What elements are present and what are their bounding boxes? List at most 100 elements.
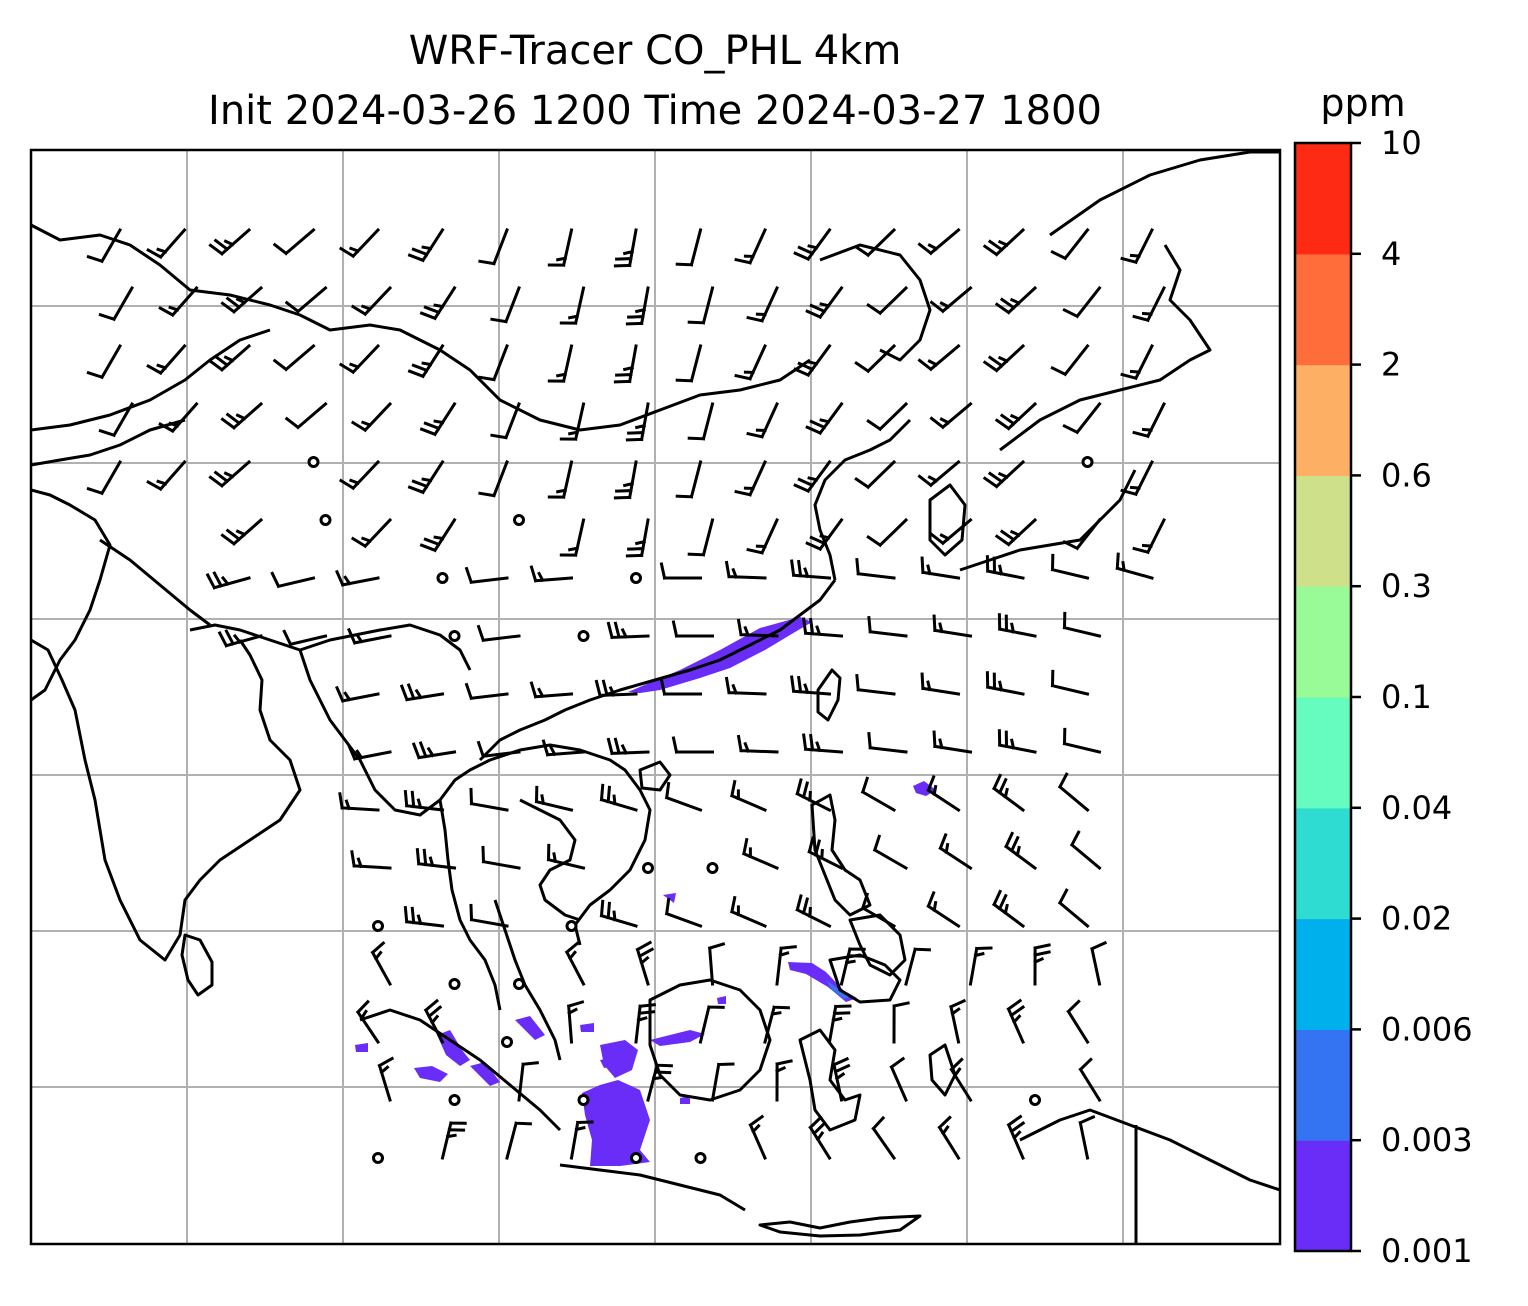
plume-sumatra-c bbox=[470, 1062, 500, 1086]
wind-barb bbox=[559, 402, 586, 441]
wind-barb bbox=[872, 834, 909, 871]
wind-barb bbox=[675, 344, 703, 383]
wind-barb bbox=[481, 845, 521, 870]
wind-barb bbox=[775, 1059, 793, 1102]
wind-barb bbox=[917, 227, 961, 256]
wind-barb bbox=[736, 618, 779, 638]
wind-barb bbox=[807, 836, 844, 871]
wind-barb bbox=[994, 285, 1038, 315]
plume-speck-5 bbox=[580, 1023, 594, 1032]
coastline-india-west bbox=[31, 638, 302, 962]
wind-barb bbox=[217, 629, 263, 648]
colorbar-tick-label: 0.003 bbox=[1381, 1121, 1473, 1159]
colorbar-tick-label: 0.006 bbox=[1381, 1010, 1473, 1048]
wind-barb bbox=[827, 1004, 852, 1044]
colorbar-box bbox=[1295, 807, 1351, 920]
wind-barb bbox=[415, 847, 457, 870]
wind-barb bbox=[208, 227, 252, 256]
wind-barb bbox=[746, 286, 779, 323]
wind-barb bbox=[98, 401, 135, 438]
wind-barb bbox=[335, 569, 380, 587]
wind-barb bbox=[729, 895, 767, 928]
wind-barb bbox=[982, 227, 1026, 257]
wind-barb bbox=[146, 459, 187, 492]
colorbar-box bbox=[1295, 364, 1351, 476]
wind-barb bbox=[1050, 343, 1090, 377]
wind-barb bbox=[529, 681, 574, 699]
wind-barb bbox=[464, 682, 509, 701]
colorbar-box bbox=[1295, 586, 1351, 698]
plume-speck-1 bbox=[717, 996, 726, 1004]
colorbar-box bbox=[1295, 918, 1351, 1030]
wind-barb bbox=[86, 227, 123, 264]
wind-barb bbox=[802, 733, 844, 754]
wind-barb bbox=[464, 566, 509, 585]
wind-barb bbox=[541, 739, 586, 757]
coastline-sakhalin-kamchatka bbox=[1049, 150, 1280, 237]
wind-barb bbox=[805, 401, 844, 436]
wind-barb bbox=[855, 673, 896, 696]
wind-barb bbox=[734, 344, 767, 381]
colorbar-tick-label: 4 bbox=[1381, 235, 1401, 273]
wind-barb bbox=[282, 629, 328, 647]
coastline-japan bbox=[999, 244, 1212, 452]
coastline-hainan bbox=[638, 760, 672, 792]
colorbar-box bbox=[1295, 253, 1351, 366]
coastline-java bbox=[559, 1163, 746, 1212]
coastline-sumatra bbox=[359, 1008, 562, 1132]
wind-barb bbox=[478, 460, 509, 498]
wind-barb bbox=[1050, 227, 1090, 261]
wind-barb bbox=[272, 227, 316, 256]
wind-barb bbox=[625, 518, 650, 558]
wind-barb bbox=[86, 343, 123, 380]
calm-wind-circle bbox=[448, 1094, 461, 1106]
wind-barb bbox=[419, 401, 457, 437]
wind-barb bbox=[476, 624, 521, 643]
wind-barb bbox=[917, 459, 961, 488]
wind-barb bbox=[889, 1056, 908, 1102]
wind-barb bbox=[871, 1115, 897, 1161]
calm-wind-circle bbox=[706, 862, 719, 874]
coastline-gulf-thailand bbox=[519, 798, 581, 922]
wind-barb bbox=[440, 1121, 467, 1160]
wind-barb bbox=[355, 999, 381, 1045]
coastline-bohai bbox=[819, 243, 932, 362]
wind-barb bbox=[724, 676, 767, 696]
calm-wind-circle bbox=[642, 862, 654, 874]
wind-barb bbox=[982, 459, 1026, 489]
wind-barb bbox=[932, 614, 973, 638]
wind-barb bbox=[370, 940, 393, 987]
coastline-burma bbox=[438, 799, 502, 1011]
wind-barb bbox=[505, 1121, 532, 1160]
calm-wind-circle bbox=[372, 1152, 384, 1164]
wind-barb bbox=[687, 286, 715, 325]
wind-barb bbox=[594, 679, 638, 698]
wind-barb bbox=[860, 776, 897, 813]
wind-barb bbox=[808, 1115, 832, 1161]
wind-barb bbox=[904, 947, 931, 986]
wind-barb bbox=[892, 1001, 910, 1044]
wind-barb bbox=[419, 517, 457, 553]
colorbar-box bbox=[1295, 697, 1351, 809]
wind-barb bbox=[566, 1000, 585, 1044]
wind-barb bbox=[1050, 553, 1090, 580]
wind-barb bbox=[982, 343, 1026, 373]
calm-wind-circle bbox=[694, 1152, 707, 1164]
wind-barb bbox=[564, 940, 586, 987]
wind-barb bbox=[790, 675, 832, 696]
calm-wind-circle bbox=[565, 920, 578, 932]
wind-barb bbox=[158, 401, 199, 434]
wind-barb bbox=[949, 1057, 973, 1103]
colorbar-frame bbox=[1293, 141, 1353, 1253]
wind-barb bbox=[920, 672, 961, 696]
border-china-north bbox=[31, 328, 271, 432]
wind-barb bbox=[1069, 830, 1102, 871]
colorbar-boxes bbox=[1295, 143, 1351, 1252]
wind-barb bbox=[675, 228, 703, 267]
plume-borneo-sw bbox=[600, 1058, 616, 1068]
calm-wind-circle bbox=[630, 572, 642, 584]
wind-barb bbox=[1078, 1115, 1096, 1160]
colorbar-tick-label: 0.3 bbox=[1381, 567, 1432, 605]
wind-barb bbox=[1006, 1114, 1026, 1160]
